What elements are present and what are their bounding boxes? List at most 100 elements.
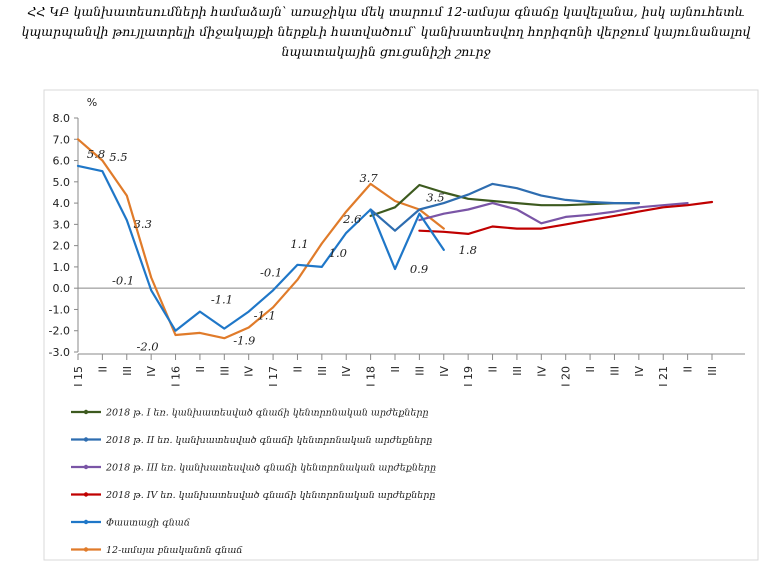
y-tick-label: 4.0 xyxy=(53,197,71,210)
series-4-point xyxy=(345,232,348,234)
title-line-3: նպատակային ցուցանիշի շուրջ xyxy=(281,44,491,59)
data-label: -1.1 xyxy=(211,293,233,307)
series-3-point xyxy=(711,201,713,203)
series-2-point xyxy=(540,222,543,225)
legend-label-5: 12-ամսյա բնականոն գնաճ xyxy=(106,545,243,556)
series-3-point xyxy=(540,227,543,230)
x-tick-label: II xyxy=(487,366,500,373)
series-4-point xyxy=(101,170,104,172)
title-line-2: կպարպանվի թույլատրելի միջակայքի ներքևի հ… xyxy=(21,24,751,39)
data-label: -0.1 xyxy=(112,273,134,287)
series-4-point xyxy=(369,208,372,211)
data-label: 5.8 xyxy=(87,147,105,161)
series-line-4 xyxy=(76,164,445,332)
x-tick-label: III xyxy=(511,366,524,376)
series-2-point xyxy=(418,219,421,221)
x-tick-label: III xyxy=(316,366,329,376)
data-label: 3.7 xyxy=(359,171,378,185)
series-5-point xyxy=(369,183,372,185)
x-tick-label: I 15 xyxy=(72,366,85,387)
series-4-point xyxy=(394,268,396,270)
legend-marker-0 xyxy=(83,409,89,415)
series-2-point xyxy=(589,213,591,216)
series-5-point xyxy=(272,306,274,309)
x-tick-label: II xyxy=(291,366,304,373)
series-3-point xyxy=(613,215,616,217)
data-label: 5.5 xyxy=(109,150,127,164)
x-tick-label: III xyxy=(218,366,231,376)
series-5-point xyxy=(394,200,396,202)
legend-marker-2 xyxy=(83,464,89,470)
series-3-point xyxy=(491,225,494,228)
series-3-point xyxy=(467,233,469,235)
chart-frame xyxy=(43,89,759,561)
y-tick-label: 6.0 xyxy=(53,155,71,168)
x-tick-label: I 21 xyxy=(657,366,670,387)
series-5-point xyxy=(345,210,348,213)
y-tick-label: -1.0 xyxy=(49,303,70,316)
series-1-point xyxy=(394,229,396,232)
y-tick-label: 7.0 xyxy=(53,133,71,146)
series-1-point xyxy=(418,208,421,211)
series-4-point xyxy=(223,327,226,330)
series-5-point xyxy=(174,334,177,336)
series-1-point xyxy=(467,193,469,196)
data-label: 3.3 xyxy=(134,217,152,231)
series-2-point xyxy=(613,210,616,213)
series-4-point xyxy=(199,310,201,313)
x-tick-label: I 16 xyxy=(170,366,183,387)
series-5-point xyxy=(321,242,323,245)
series-2-point xyxy=(442,212,445,215)
x-tick-label: II xyxy=(96,366,109,373)
series-4-point xyxy=(272,289,274,292)
legend-label-0: 2018 թ. I եռ. կանխատեսված գնաճի կենտրոնա… xyxy=(105,408,429,419)
series-1-point xyxy=(491,183,494,185)
x-tick-label: II xyxy=(389,366,402,373)
series-1-point xyxy=(564,199,567,201)
x-tick-label: III xyxy=(413,366,426,376)
x-tick-label: I 20 xyxy=(560,366,573,387)
series-2-point xyxy=(491,202,494,204)
series-2-point xyxy=(564,216,567,218)
series-line-0 xyxy=(369,183,640,217)
series-5-point xyxy=(199,332,201,334)
y-tick-label: 5.0 xyxy=(53,176,71,189)
data-label: -1.9 xyxy=(233,334,255,348)
y-tick-label: 2.0 xyxy=(53,240,71,253)
series-3-point xyxy=(564,223,567,226)
x-tick-label: I 17 xyxy=(267,366,280,387)
series-5-point xyxy=(223,337,226,339)
series-5-point xyxy=(247,326,250,329)
x-tick-label: II xyxy=(584,366,597,373)
legend-label-2: 2018 թ. III եռ. կանխատեսված գնաճի կենտրո… xyxy=(105,463,436,474)
data-label: 3.5 xyxy=(426,191,444,205)
series-2-point xyxy=(516,208,518,211)
series-1-point xyxy=(540,194,543,197)
series-0-point xyxy=(369,215,372,217)
series-5-point xyxy=(442,227,445,230)
data-label: 1.1 xyxy=(290,237,308,251)
series-0-point xyxy=(418,184,421,186)
legend-label-1: 2018 թ. II եռ. կանխատեսված գնաճի կենտրոն… xyxy=(105,435,432,446)
y-tick-label: 3.0 xyxy=(53,218,71,231)
series-line-2 xyxy=(418,202,689,225)
series-4-point xyxy=(321,266,323,268)
data-label: -0.1 xyxy=(260,265,282,279)
x-tick-label: IV xyxy=(633,366,646,377)
x-tick-label: II xyxy=(194,366,207,373)
series-3-point xyxy=(442,231,445,233)
series-4-point xyxy=(442,249,445,251)
x-tick-label: I 19 xyxy=(462,366,475,387)
legend-label-4: Փաստացի գնաճ xyxy=(106,518,191,529)
series-3-point xyxy=(638,210,640,213)
series-0-point xyxy=(394,206,396,209)
data-label: -1.1 xyxy=(254,309,276,323)
series-0-point xyxy=(540,204,543,207)
series-4-point xyxy=(174,329,177,332)
y-tick-label: 0.0 xyxy=(53,282,71,295)
series-4-point xyxy=(150,289,152,292)
data-label: 0.9 xyxy=(410,262,428,276)
series-1-point xyxy=(589,201,591,203)
series-0-point xyxy=(491,200,494,202)
series-0-point xyxy=(516,202,518,204)
